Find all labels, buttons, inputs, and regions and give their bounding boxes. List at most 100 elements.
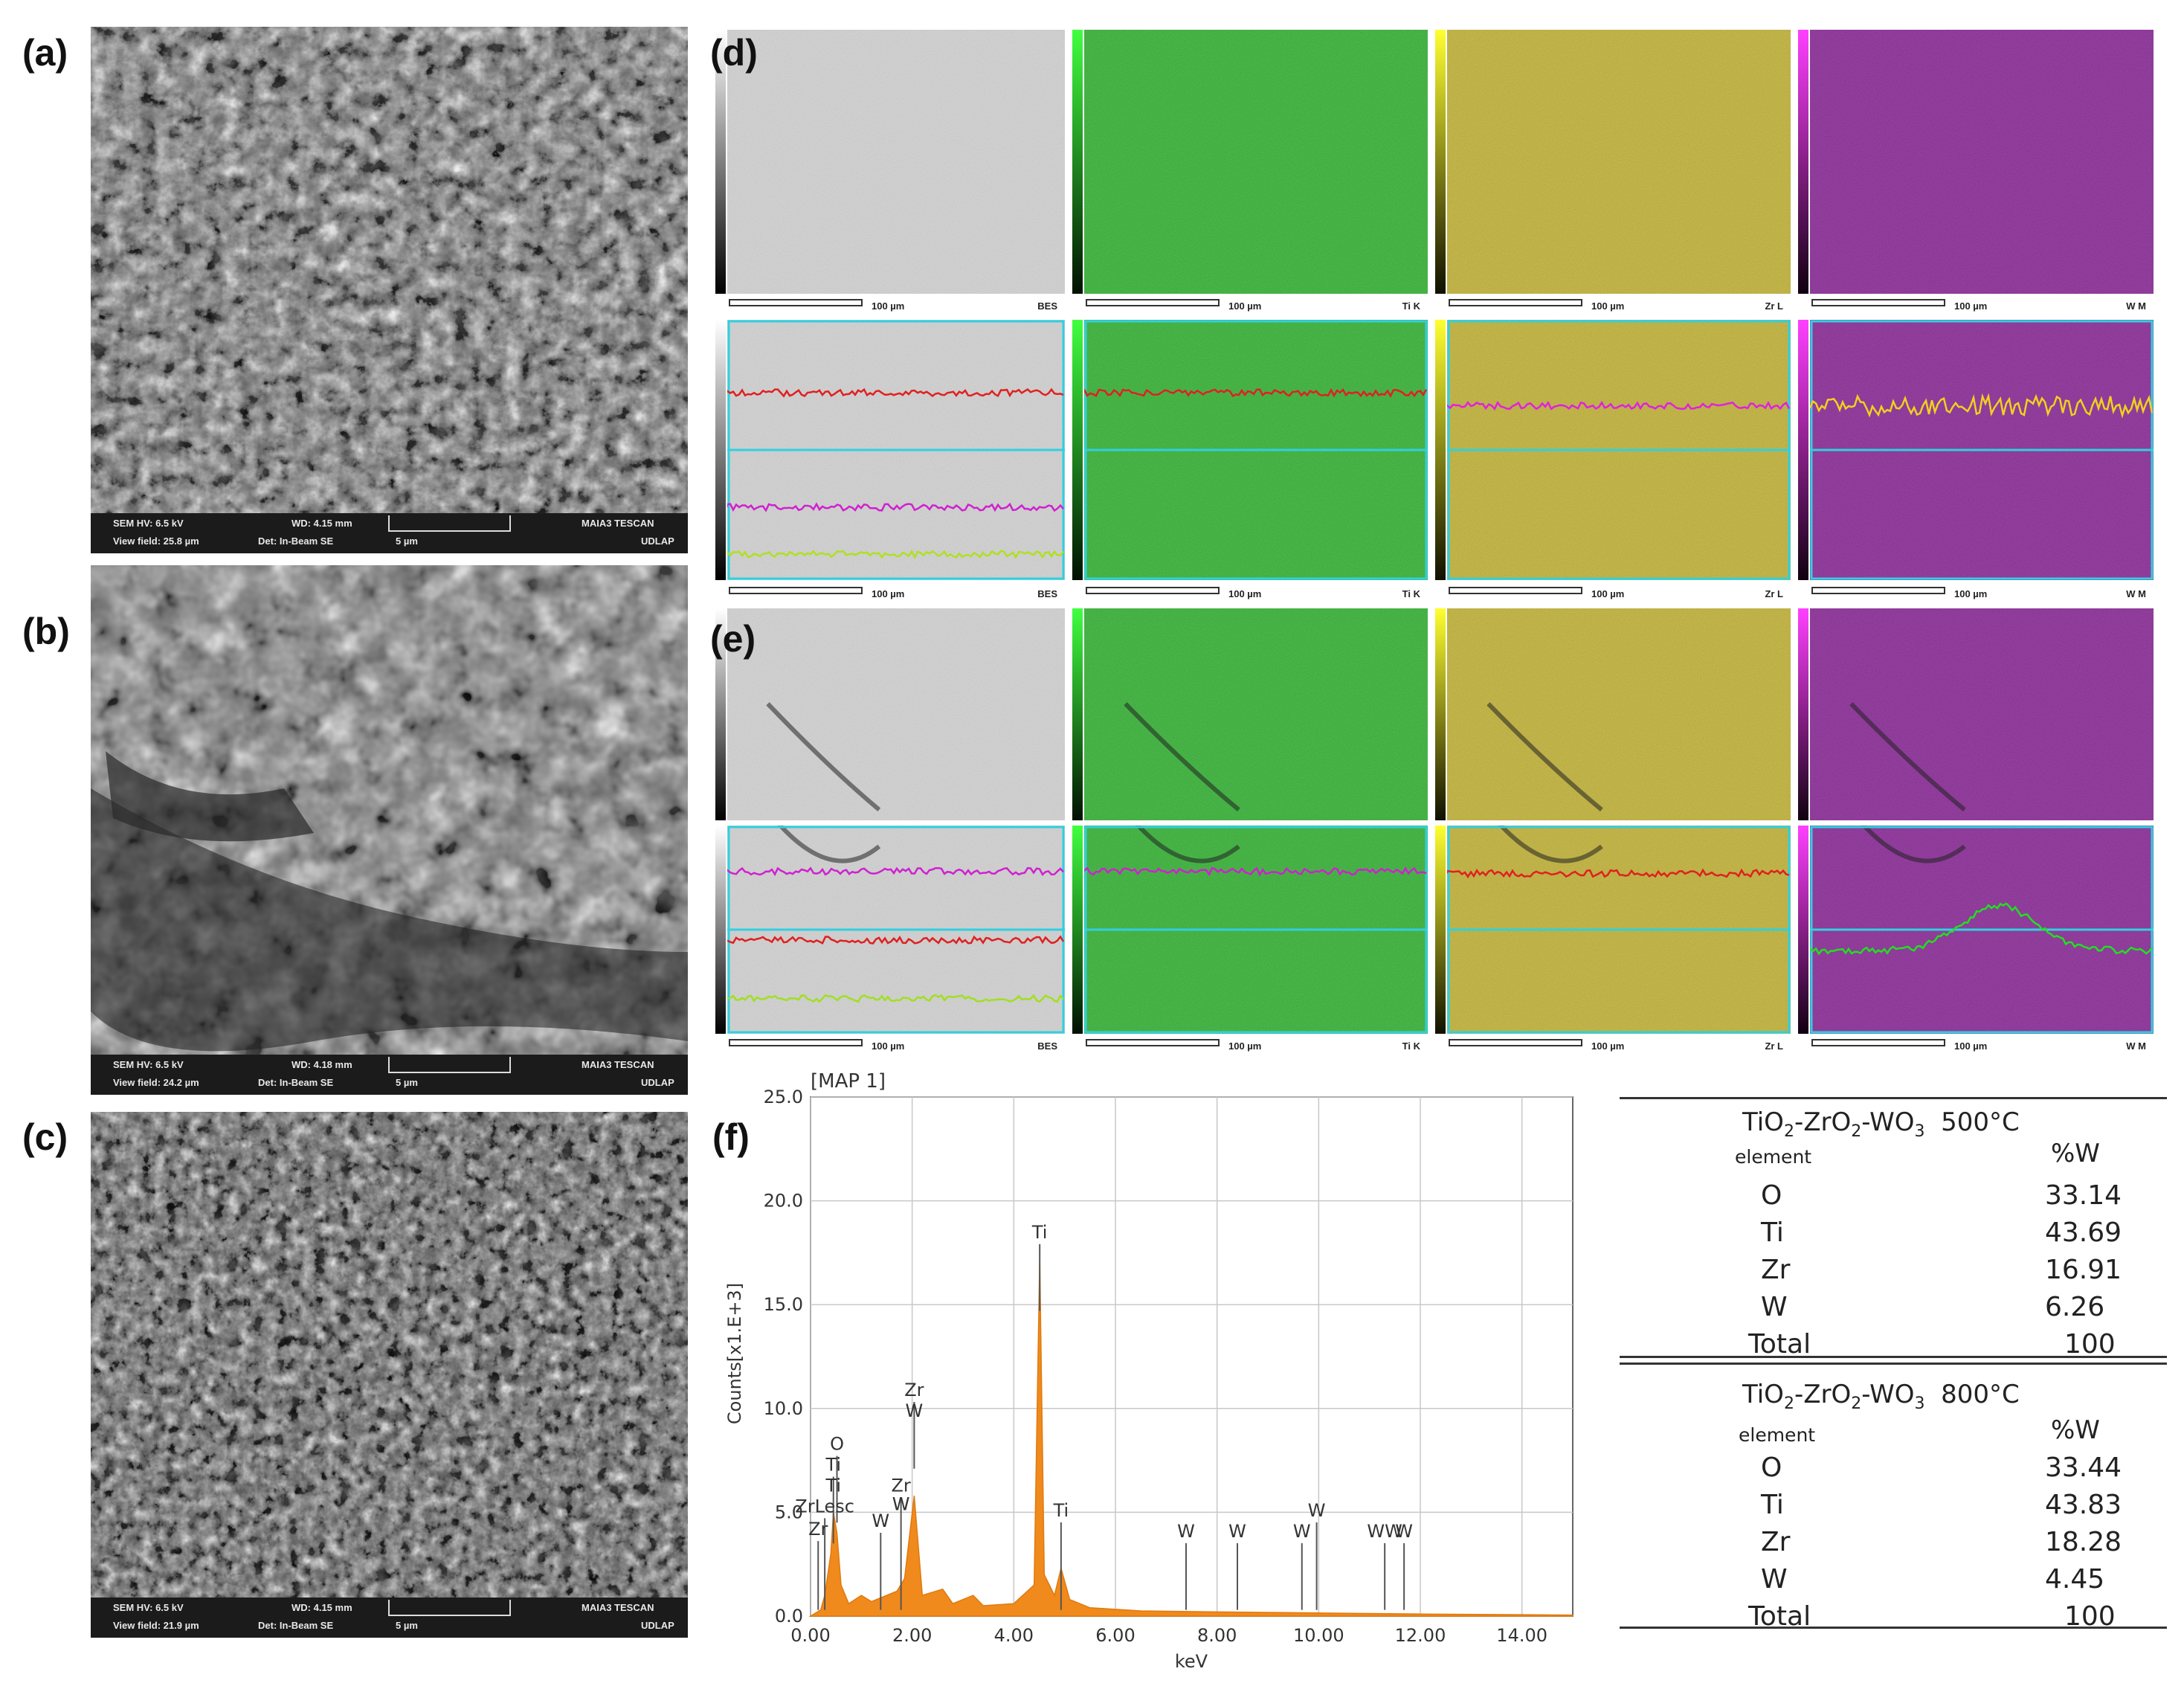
color-scale-ti [1072, 608, 1083, 820]
x-tick-label: 8.00 [1197, 1625, 1237, 1646]
sem-image-c: SEM HV: 6.5 kV View field: 21.9 µm WD: 4… [91, 1112, 688, 1638]
sem-wd: WD: 4.15 mm [291, 1602, 352, 1613]
map-bes-row2 [727, 320, 1065, 580]
map-texture [1810, 608, 2154, 820]
map-texture [1084, 826, 1428, 1034]
section-title-500: TiO2-ZrO2-WO3 500°C [1742, 1107, 2020, 1141]
section-title-800: TiO2-ZrO2-WO3 800°C [1742, 1380, 2020, 1413]
scale-line [729, 299, 863, 306]
sem-detector: Det: In-Beam SE [258, 535, 334, 547]
color-scale-w [1798, 608, 1808, 820]
scale-line [1086, 587, 1220, 594]
sem-view-field: View field: 25.8 µm [113, 535, 199, 547]
map-w-row1 [1810, 30, 2154, 294]
sem-view-field: View field: 21.9 µm [113, 1620, 199, 1631]
scale-label: 100 µm [1228, 300, 1262, 312]
scale-label: 100 µm [1954, 1040, 1988, 1052]
value-cell: 43.69 [2045, 1217, 2122, 1248]
value-cell: 18.28 [2045, 1527, 2122, 1557]
map-scale-bar-ti: 100 µm Ti K [1072, 584, 1428, 606]
title-zro: -ZrO [1794, 1380, 1852, 1409]
channel-label: Ti K [1402, 300, 1420, 312]
element-cell: O [1761, 1180, 1782, 1211]
sem-detector: Det: In-Beam SE [258, 1077, 334, 1088]
title-wo: -WO [1861, 1107, 1915, 1137]
panel-label-d: (d) [710, 32, 758, 74]
channel-label: W M [2126, 300, 2146, 312]
map-texture [727, 608, 1065, 820]
chart-title: [MAP 1] [811, 1070, 886, 1093]
channel-label: Ti K [1402, 588, 1420, 599]
color-scale-bes [715, 608, 726, 820]
peak-label: W [906, 1400, 924, 1421]
map-scale-bar-ti: 100 µm Ti K [1072, 296, 1428, 318]
title-wo: -WO [1861, 1380, 1915, 1409]
map-texture [1447, 826, 1791, 1034]
scale-line [1811, 299, 1945, 306]
channel-label: Zr L [1765, 1040, 1783, 1052]
y-tick-label: 5.0 [775, 1502, 803, 1522]
table-mid-rule-1 [1620, 1356, 2167, 1358]
peak-label: W [872, 1511, 889, 1531]
sem-scale-label: 5 µm [396, 535, 418, 547]
title-tio: TiO [1742, 1107, 1784, 1137]
map-ti-row2 [1084, 320, 1428, 580]
map-bes-row3 [727, 608, 1065, 820]
sem-wd: WD: 4.15 mm [291, 518, 352, 529]
map-texture [727, 320, 1065, 580]
element-cell: Ti [1761, 1490, 1784, 1520]
spectrum-area [808, 1258, 1573, 1617]
peak-label: Ti [1053, 1500, 1069, 1521]
sem-brand: MAIA3 TESCAN [582, 1059, 654, 1070]
sem-texture-a [91, 27, 688, 553]
peak-label: W [1395, 1521, 1413, 1542]
peak-label: Zr [891, 1475, 910, 1496]
peak-label: W [1308, 1500, 1326, 1521]
scale-label: 100 µm [872, 1040, 905, 1052]
map-zr-row2 [1447, 320, 1791, 580]
sem-scale-label: 5 µm [396, 1620, 418, 1631]
peak-label: Zr [808, 1519, 828, 1540]
scale-label: 100 µm [872, 588, 905, 599]
peak-label: W [1177, 1521, 1195, 1542]
map-texture [1447, 608, 1791, 820]
map-texture [1084, 608, 1428, 820]
table-mid-rule-2 [1620, 1363, 2167, 1365]
color-scale-zr [1435, 608, 1446, 820]
sem-image-b: SEM HV: 6.5 kV View field: 24.2 µm WD: 4… [91, 565, 688, 1095]
map-scale-bar-w: 100 µm W M [1798, 584, 2154, 606]
map-scale-bar-w: 100 µm W M [1798, 296, 2154, 318]
sem-scale-bar [388, 515, 511, 532]
scale-label: 100 µm [1954, 300, 1988, 312]
sem-detector: Det: In-Beam SE [258, 1620, 334, 1631]
sem-wd: WD: 4.18 mm [291, 1059, 352, 1070]
sem-info-bar-b: SEM HV: 6.5 kV View field: 24.2 µm WD: 4… [91, 1055, 688, 1095]
panel-label-e: (e) [710, 618, 756, 660]
map-scale-bar-bes: 100 µm BES [715, 296, 1065, 318]
sub: 2 [1783, 1394, 1794, 1413]
color-scale-bes [715, 320, 726, 580]
sem-hv: SEM HV: 6.5 kV [113, 1059, 184, 1070]
value-cell: 33.44 [2045, 1452, 2122, 1483]
color-scale-ti [1072, 320, 1083, 580]
map-texture [1447, 320, 1791, 580]
map-zr-row1 [1447, 30, 1791, 294]
map-w-row3 [1810, 608, 2154, 820]
sem-lab: UDLAP [641, 535, 674, 547]
x-tick-labels: 0.00 2.00 4.00 6.00 8.00 10.00 12.00 14.00 [790, 1625, 1547, 1646]
x-tick-label: 14.00 [1496, 1625, 1547, 1646]
scale-line [1449, 587, 1582, 594]
x-axis-label: keV [1175, 1651, 1208, 1672]
color-scale-zr [1435, 826, 1446, 1034]
sem-view-field: View field: 24.2 µm [113, 1077, 199, 1088]
title-temp: 500°C [1941, 1107, 2020, 1137]
col-wt: %W [2051, 1415, 2100, 1445]
table-top-rule [1620, 1097, 2167, 1099]
map-scale-bar-bes: 100 µm BES [715, 584, 1065, 606]
channel-label: W M [2126, 588, 2146, 599]
total-value: 100 [2064, 1329, 2116, 1360]
sem-info-bar-a: SEM HV: 6.5 kV View field: 25.8 µm WD: 4… [91, 513, 688, 553]
map-w-row4 [1810, 826, 2154, 1034]
sem-brand: MAIA3 TESCAN [582, 518, 654, 529]
panel-label-b: (b) [22, 611, 70, 652]
